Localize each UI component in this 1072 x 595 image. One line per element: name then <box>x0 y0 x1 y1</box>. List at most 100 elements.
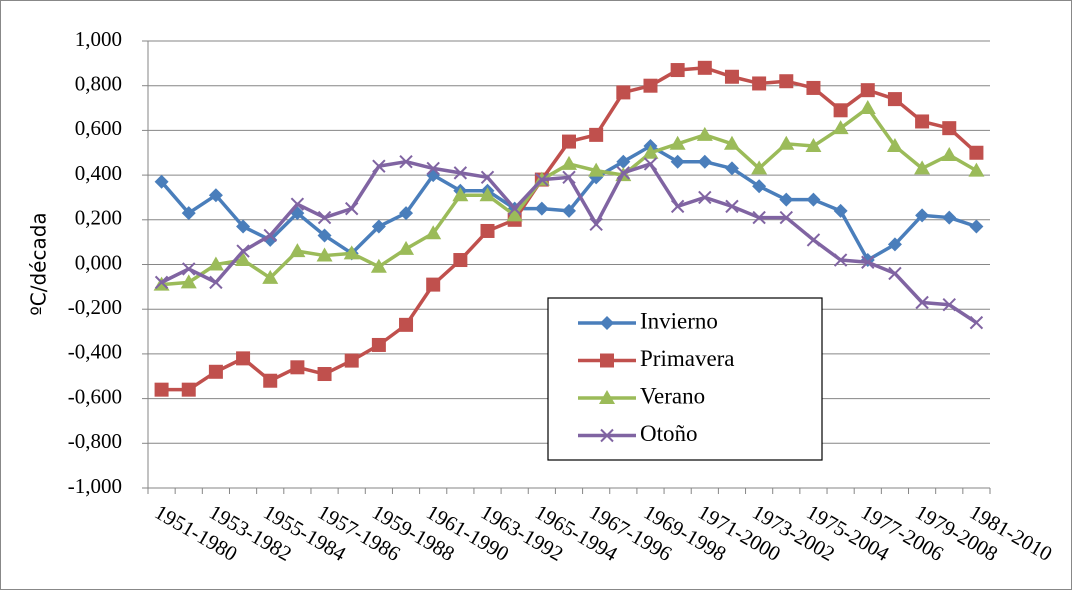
legend-marker <box>600 428 614 443</box>
marker <box>942 210 957 225</box>
y-tick-label: 0,600 <box>75 116 122 140</box>
marker <box>506 207 523 222</box>
marker <box>507 201 522 216</box>
marker <box>779 210 793 225</box>
marker <box>399 317 414 332</box>
marker <box>290 197 305 211</box>
marker <box>616 154 631 169</box>
y-tick-label: 0,400 <box>75 161 122 185</box>
y-axis-label: ºC/década <box>27 212 51 315</box>
marker <box>969 315 984 330</box>
marker <box>344 353 359 368</box>
marker <box>915 208 930 223</box>
y-tick-label: -0,600 <box>68 384 122 408</box>
marker <box>154 382 169 397</box>
marker <box>479 187 496 202</box>
marker <box>914 160 931 175</box>
y-tick-label: -0,400 <box>68 340 122 364</box>
marker <box>263 228 277 243</box>
marker <box>779 192 794 207</box>
marker <box>643 78 658 93</box>
marker <box>316 247 333 262</box>
marker <box>263 373 278 388</box>
marker <box>886 138 903 153</box>
marker <box>370 258 387 273</box>
marker <box>181 382 196 397</box>
y-tick-label: -1,000 <box>68 474 122 498</box>
marker <box>643 157 658 171</box>
marker <box>805 138 822 153</box>
marker <box>806 80 821 95</box>
y-tick-label: 0,000 <box>75 250 122 274</box>
marker <box>426 161 440 176</box>
marker <box>588 162 605 177</box>
marker <box>154 275 169 290</box>
marker <box>399 206 414 221</box>
marker <box>371 219 386 234</box>
marker <box>207 256 224 271</box>
marker <box>833 103 848 118</box>
marker <box>289 243 306 258</box>
marker <box>480 223 495 238</box>
y-tick-label: 0,200 <box>75 206 122 230</box>
marker <box>915 114 930 129</box>
marker <box>452 187 469 202</box>
marker <box>698 190 712 205</box>
marker <box>425 225 442 240</box>
marker <box>453 166 468 180</box>
marker <box>887 237 902 252</box>
marker <box>181 206 196 221</box>
marker <box>751 160 768 175</box>
marker <box>343 245 360 260</box>
marker <box>589 217 603 231</box>
marker <box>670 63 685 78</box>
marker <box>725 199 739 214</box>
marker <box>562 170 576 185</box>
marker <box>371 337 386 352</box>
marker <box>969 145 984 160</box>
marker <box>942 121 957 136</box>
marker <box>915 295 929 310</box>
marker <box>968 162 985 177</box>
marker <box>182 262 196 276</box>
marker <box>180 274 197 289</box>
marker <box>208 188 223 203</box>
marker <box>317 367 332 382</box>
marker <box>236 351 251 366</box>
marker <box>317 228 332 243</box>
legend-marker <box>600 353 614 368</box>
legend-label: Otoño <box>640 421 698 446</box>
marker <box>670 199 685 214</box>
marker <box>833 253 848 267</box>
marker <box>969 219 984 234</box>
marker <box>562 203 576 218</box>
legend-label: Primavera <box>640 346 735 371</box>
marker <box>697 60 712 75</box>
marker <box>616 85 631 100</box>
marker <box>616 166 631 180</box>
marker <box>833 203 848 218</box>
marker <box>887 92 902 107</box>
marker <box>752 76 767 91</box>
marker <box>589 127 604 142</box>
marker <box>752 210 766 225</box>
marker <box>372 159 386 173</box>
marker <box>723 135 740 150</box>
marker <box>426 277 441 292</box>
marker <box>697 154 712 169</box>
marker <box>861 255 875 269</box>
marker <box>398 240 415 255</box>
marker <box>399 154 413 169</box>
marker <box>562 134 576 149</box>
marker <box>696 126 713 141</box>
marker <box>345 201 359 216</box>
marker <box>669 135 686 150</box>
marker <box>561 155 577 170</box>
marker <box>779 74 794 89</box>
y-tick-label: 0,800 <box>75 72 122 96</box>
legend-marker <box>599 390 615 404</box>
marker <box>642 144 659 159</box>
marker <box>236 244 250 258</box>
marker <box>806 233 821 247</box>
